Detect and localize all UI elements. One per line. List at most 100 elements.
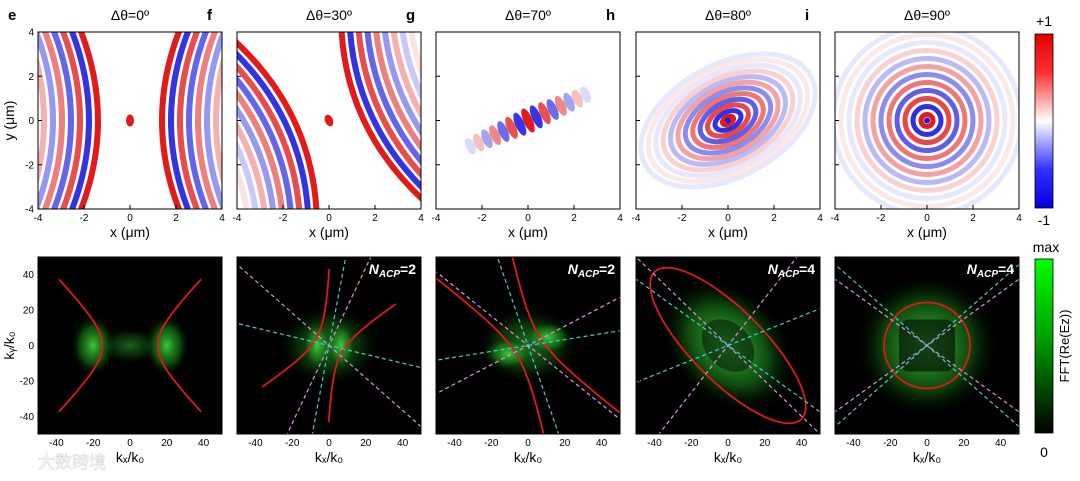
acp-circle (883, 301, 971, 390)
asymptote-line (658, 257, 798, 434)
panel-letter: f (207, 7, 213, 24)
acp-curve (436, 277, 545, 434)
x-tick-label: 0 (127, 438, 133, 449)
x-axis-label: kₓ/k₀ (514, 449, 542, 465)
field-panel-e: e Δθ=0º -4 -2 0 2 4 4 2 0 -2 -4 x (μm) y (μm) (1, 7, 225, 240)
x-tick-label: 0 (525, 438, 531, 449)
panel-title: Δθ=30º (306, 7, 352, 23)
ring (910, 104, 944, 137)
x-tick-label: -20 (285, 438, 300, 449)
x-tick-label: -4 (432, 213, 441, 224)
fringe-arc (388, 32, 421, 183)
field-colorbar-max-label: +1 (1036, 13, 1052, 29)
x-tick-label: 20 (958, 438, 970, 449)
fft-pattern (237, 257, 421, 434)
x-tick-label: -20 (484, 438, 499, 449)
nacp-annotation: NACP=2 (369, 261, 416, 280)
ring (870, 64, 984, 177)
x-tick-label: -20 (86, 438, 101, 449)
x-tick-label: 2 (173, 213, 179, 224)
ring (705, 102, 751, 139)
y-tick-label: -4 (25, 205, 34, 216)
y-tick-label: 0 (28, 116, 34, 127)
fringe-arc (237, 38, 320, 209)
fringe-arc (41, 32, 65, 209)
fringe-arc (338, 32, 421, 203)
colorbars: +1 -1 max 0 FFT(Re(Ez)) (1033, 13, 1072, 460)
fft-panel-1: -40 -20 0 20 40 40 20 0 -20 -40 kₓ/k₀ kᵧ/k₀ (1, 256, 223, 465)
x-tick-label: 0 (525, 213, 531, 224)
center-spot (725, 117, 731, 124)
x-tick-label: -4 (831, 213, 840, 224)
fringe-arc (237, 54, 279, 209)
field-panel-f: f Δθ=30º -4 -2 0 2 4 x (μm) (207, 7, 424, 240)
fringe-arc (237, 48, 295, 209)
acp-ellipse (649, 266, 807, 425)
fringe-arc (195, 32, 219, 209)
x-tick-label: 4 (617, 213, 623, 224)
x-tick-label: 40 (796, 438, 808, 449)
x-tick-label: -20 (883, 438, 898, 449)
fringe-arc (396, 32, 421, 180)
y-tick-label: 2 (28, 72, 34, 83)
ring (846, 40, 1008, 201)
fft-pattern (636, 257, 820, 434)
fringe-group (464, 86, 592, 155)
fringe-blob (481, 129, 493, 149)
x-tick-label: 40 (995, 438, 1007, 449)
fringe-group (237, 32, 421, 209)
asymptote-line (496, 257, 560, 434)
ring (682, 85, 774, 156)
fft-colorbar-title: FFT(Re(Ez)) (1057, 310, 1072, 383)
x-axis-label: kₓ/k₀ (116, 449, 144, 465)
x-tick-label: 0 (326, 438, 332, 449)
center-spot (924, 117, 930, 124)
x-axis-label: x (μm) (110, 224, 150, 240)
fringe-arc (50, 32, 74, 209)
fringe-arc (237, 61, 262, 209)
x-axis-label: kₓ/k₀ (315, 449, 343, 465)
panel-title: Δθ=0º (111, 7, 149, 23)
x-tick-label: -2 (478, 213, 487, 224)
fringe-arc (354, 32, 421, 197)
field-pattern (638, 51, 818, 190)
x-tick-label: 20 (559, 438, 571, 449)
ring (886, 80, 968, 161)
ring (878, 72, 976, 169)
fringe-arc (237, 44, 304, 209)
y-tick-label: 40 (23, 270, 35, 281)
fringe-arc (168, 32, 192, 209)
y-axis-label: y (μm) (1, 101, 17, 141)
fft-panel-4: NACP=4 -40 -20 0 20 40 kₓ/k₀ (635, 256, 821, 465)
x-tick-label: 40 (397, 438, 409, 449)
x-tick-label: 4 (817, 213, 823, 224)
fft-colorbar (1034, 258, 1054, 434)
nacp-annotation: NACP=2 (568, 261, 615, 280)
x-tick-label: 20 (360, 438, 372, 449)
panel-title: Δθ=80º (705, 7, 751, 23)
panel-title: Δθ=90º (904, 7, 950, 23)
x-tick-label: -4 (233, 213, 242, 224)
fft-pattern (835, 263, 1019, 428)
asymptote-line (636, 307, 820, 384)
acp-curve (511, 257, 620, 414)
panel-letter: i (805, 7, 809, 24)
x-tick-label: 0 (326, 213, 332, 224)
fringe-arc (237, 51, 287, 209)
spectral-glow (71, 315, 116, 376)
y-axis-label: kᵧ/k₀ (1, 331, 17, 359)
x-tick-label: -40 (647, 438, 662, 449)
asymptote-line (436, 330, 620, 361)
bottom-row-fft-maps: -40 -20 0 20 40 40 20 0 -20 -40 kₓ/k₀ kᵧ/k₀ NACP=2 -4… (1, 256, 1020, 465)
ring (675, 79, 781, 162)
x-tick-label: -2 (80, 213, 89, 224)
watermark: 大数跨境 (38, 453, 106, 472)
x-tick-label: -40 (248, 438, 263, 449)
nacp-annotation: NACP=4 (967, 261, 1014, 280)
x-tick-label: 40 (596, 438, 608, 449)
acp-curve (261, 268, 331, 388)
field-colorbar (1034, 33, 1054, 209)
fringe-arc (237, 41, 312, 209)
x-tick-label: 2 (571, 213, 577, 224)
x-tick-label: 4 (1016, 213, 1022, 224)
